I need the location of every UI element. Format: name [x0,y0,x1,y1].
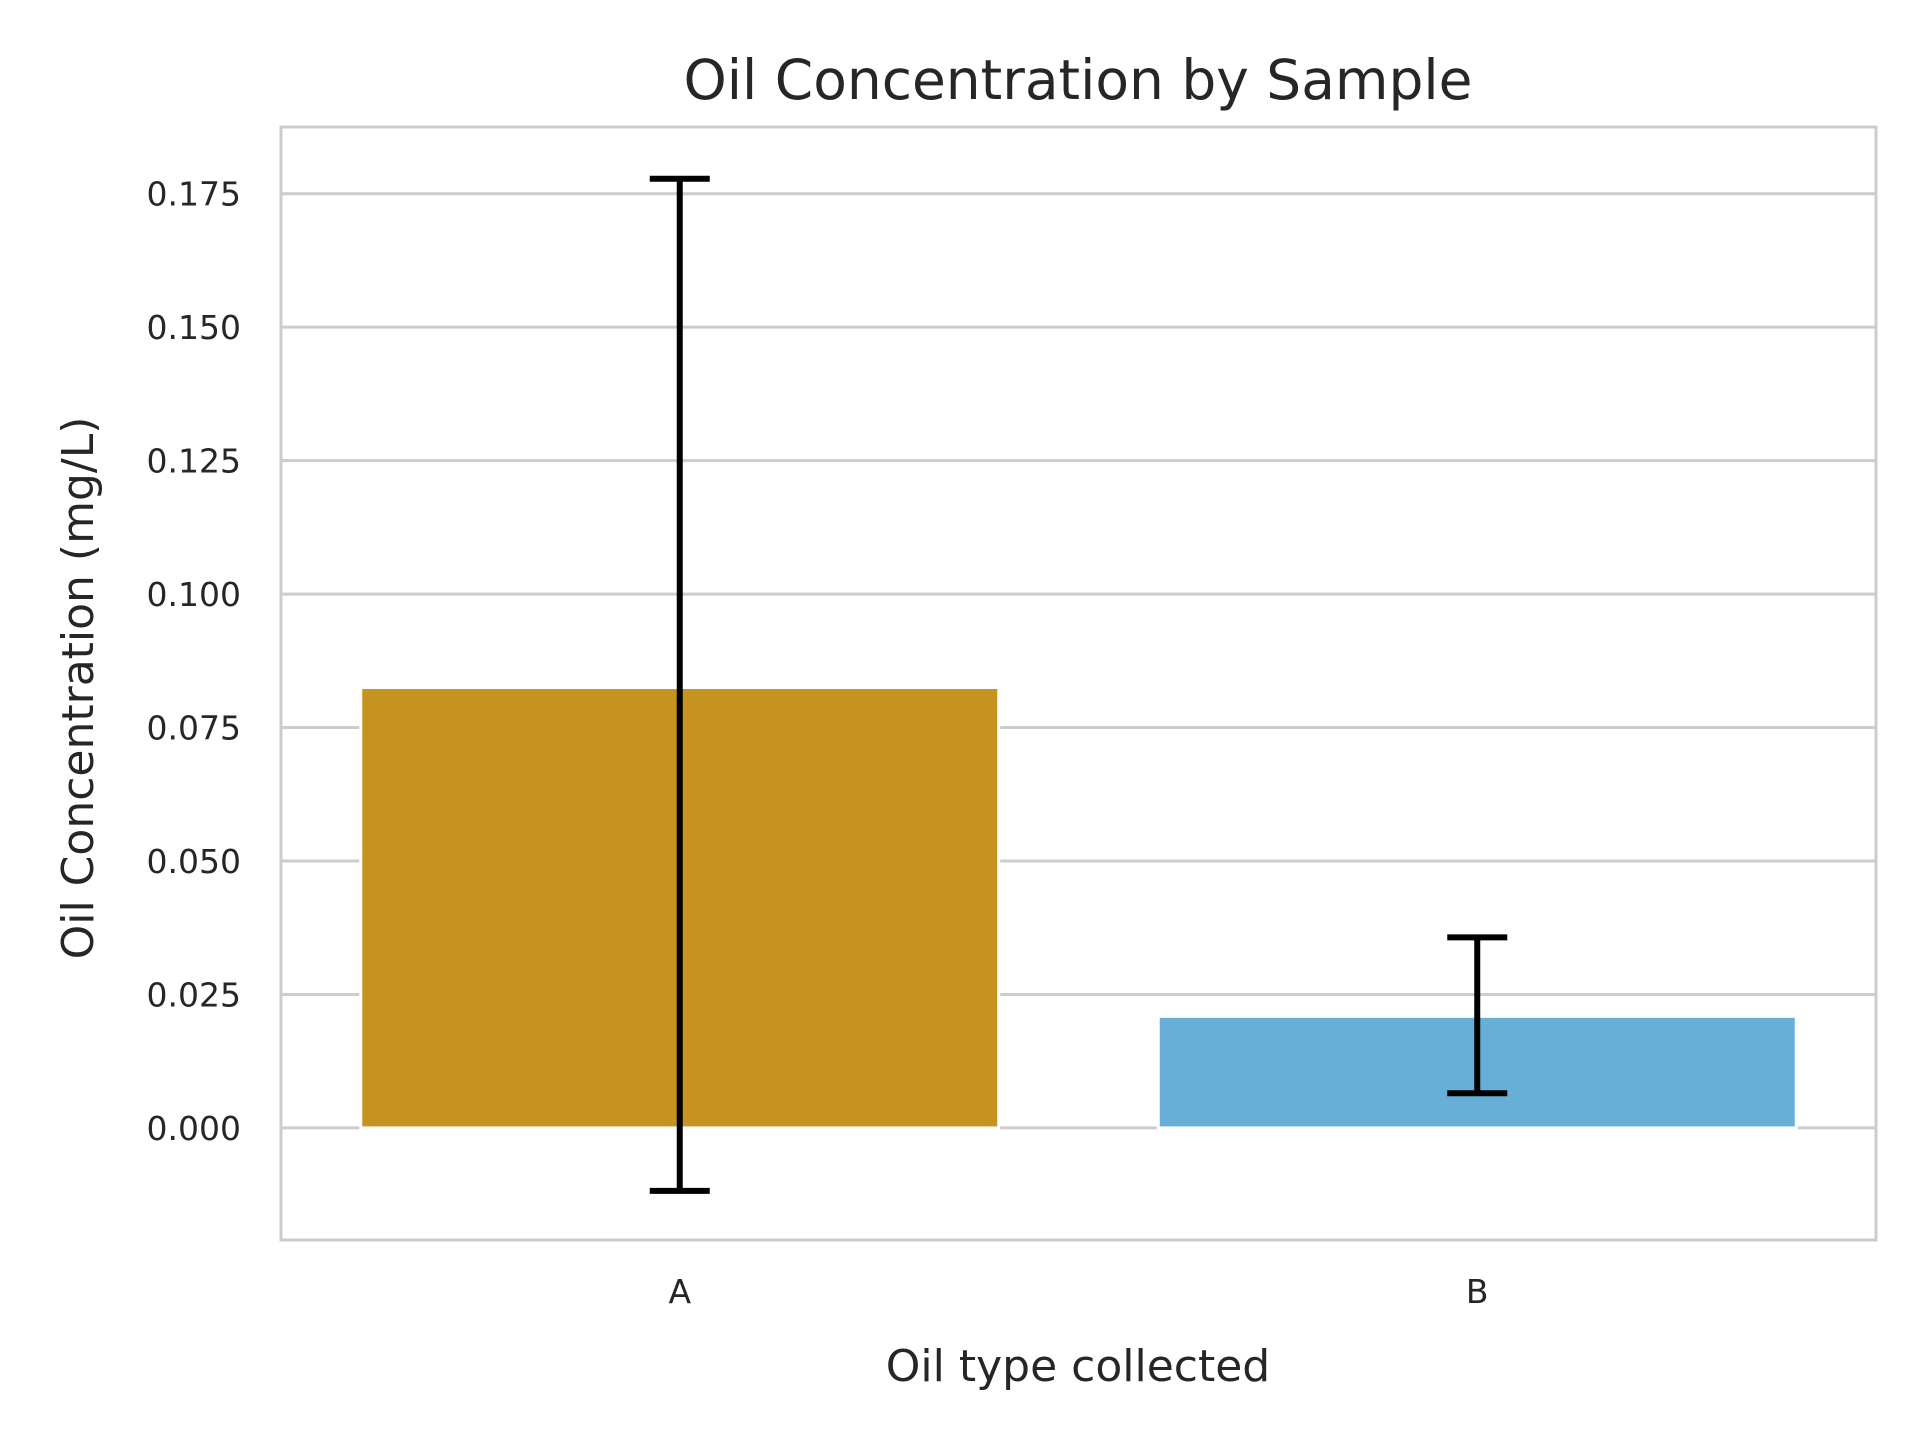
y-tick-label: 0.125 [147,442,241,481]
x-tick-label: A [668,1272,691,1311]
x-tick-label: B [1466,1272,1489,1311]
y-tick-label: 0.025 [147,975,241,1014]
y-tick-label: 0.150 [147,308,241,347]
y-tick-label: 0.000 [147,1109,241,1148]
error-bars [649,175,1508,1194]
x-axis-title: Oil type collected [886,1341,1270,1392]
y-tick-label: 0.100 [147,575,241,614]
y-tick-label: 0.175 [147,175,241,214]
plot-frame [279,125,1878,1242]
y-tick-labels: 0.000 0.025 0.050 0.075 0.100 0.125 0.150 0.175 [147,175,241,1148]
y-axis-title: Oil Concentration (mg/L) [53,417,104,960]
chart-title: Oil Concentration by Sample [683,48,1472,112]
y-tick-label: 0.050 [147,842,241,881]
y-tick-label: 0.075 [147,709,241,748]
